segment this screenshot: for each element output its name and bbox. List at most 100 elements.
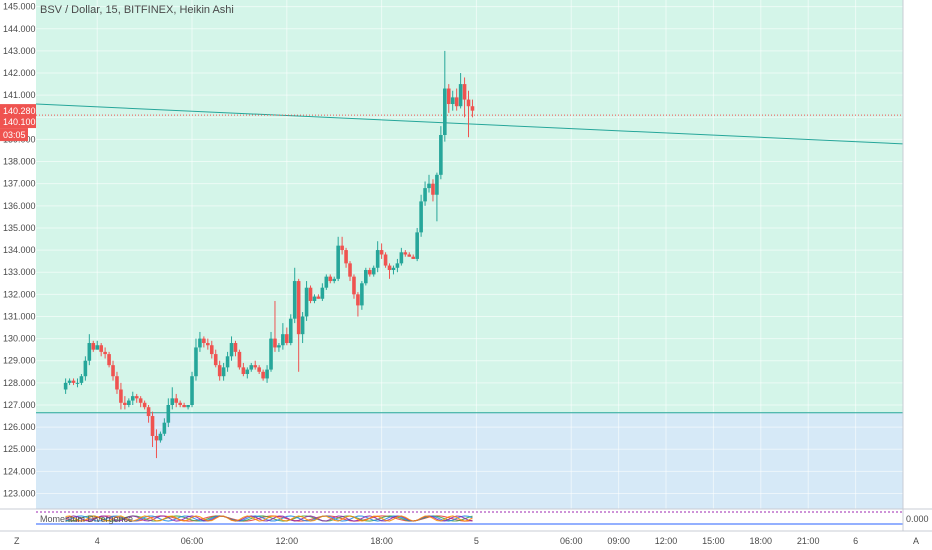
candle-body [403,252,408,255]
candle-body [375,250,380,268]
x-tick-label: 4 [95,536,100,546]
candle-body [154,435,159,441]
candle-body [182,404,186,408]
candle-body [344,250,348,264]
candle-body [269,338,273,370]
lower-zone [36,412,903,509]
y-tick-label: 138.000 [3,157,36,167]
symbol-label[interactable]: BSV / Dollar [40,4,100,16]
x-tick-label: 06:00 [181,536,204,546]
price-line-badge [0,115,36,129]
x-tick-label: 09:00 [607,536,630,546]
candle-body [336,245,340,279]
candle-body [225,356,230,368]
y-tick-label: 124.000 [3,466,36,476]
candle-body [261,371,265,379]
candle-body [458,84,463,107]
candle-body [316,296,321,299]
candle-body [454,97,459,107]
candle-body [446,88,451,105]
indicator-series-line [65,515,473,522]
y-tick-label: 144.000 [3,24,36,34]
y-tick-label: 141.000 [3,90,36,100]
candle-body [142,402,147,408]
x-tick-label: 6 [853,536,858,546]
y-tick-label: 135.000 [3,223,36,233]
candle-body [209,345,214,355]
interval-label[interactable]: 15 [105,4,118,16]
candle-body [281,334,285,346]
countdown-label: 03:05 [3,130,26,140]
candle-body [217,365,222,377]
candle-body [387,265,392,270]
candle-body [186,404,190,408]
candle-body [83,360,88,377]
candle-body [435,174,439,195]
candle-body [462,84,467,100]
candle-body [71,380,76,383]
x-tick-label: 15:00 [702,536,725,546]
candle-body [107,354,111,366]
candle-body [87,343,92,361]
candle-body [324,276,329,288]
candle-body [399,252,404,264]
candle-body [190,376,194,405]
candle-body [123,402,127,405]
candle-body [285,334,289,344]
candle-body [245,369,250,375]
candle-body [253,365,258,368]
y-tick-label: 131.000 [3,311,36,321]
candle-body [79,376,84,383]
candle-body [383,254,388,266]
candle-body [288,318,293,344]
y-tick-label: 142.000 [3,68,36,78]
candle-body [138,398,143,403]
chart-style-label[interactable]: Heikin Ashi [179,4,234,16]
candle-body [340,245,344,251]
candle-body [431,183,435,195]
y-tick-label: 133.000 [3,267,36,277]
y-tick-label: 125.000 [3,444,36,454]
candle-body [265,369,269,379]
candle-body [158,433,163,441]
candle-body [221,367,226,377]
candle-body [364,269,368,284]
y-tick-label: 136.000 [3,201,36,211]
candle-body [466,99,471,107]
chart-title: BSV / Dollar, 15, BITFINEX, Heikin Ashi [40,4,234,16]
candle-body [115,376,119,390]
candle-body [99,345,103,352]
candle-body [356,294,360,306]
candle-body [202,338,206,344]
candle-body [95,345,100,350]
x-tick-label: 12:00 [276,536,299,546]
candle-body [178,402,182,405]
y-tick-label: 145.000 [3,2,36,12]
candle-body [241,367,246,375]
y-tick-label: 132.000 [3,289,36,299]
candle-body [411,256,416,259]
candle-body [427,183,431,189]
candle-body [379,250,384,255]
candle-body [395,263,400,268]
candle-body [296,281,301,335]
candle-body [439,134,443,175]
y-tick-label: 127.000 [3,400,36,410]
y-tick-label: 123.000 [3,489,36,499]
corner-label-right: A [913,536,919,546]
candle-body [332,278,337,282]
candle-body [348,263,352,277]
candle-body [146,407,151,417]
upper-zone [36,0,903,413]
candle-body [75,382,80,384]
y-tick-label: 128.000 [3,378,36,388]
candle-body [119,389,123,403]
y-tick-label: 129.000 [3,356,36,366]
candle-body [111,365,115,377]
candle-body [300,316,305,335]
candle-body [67,380,72,383]
trendline [35,103,904,145]
candle-body [103,351,107,355]
candle-body [170,398,175,405]
